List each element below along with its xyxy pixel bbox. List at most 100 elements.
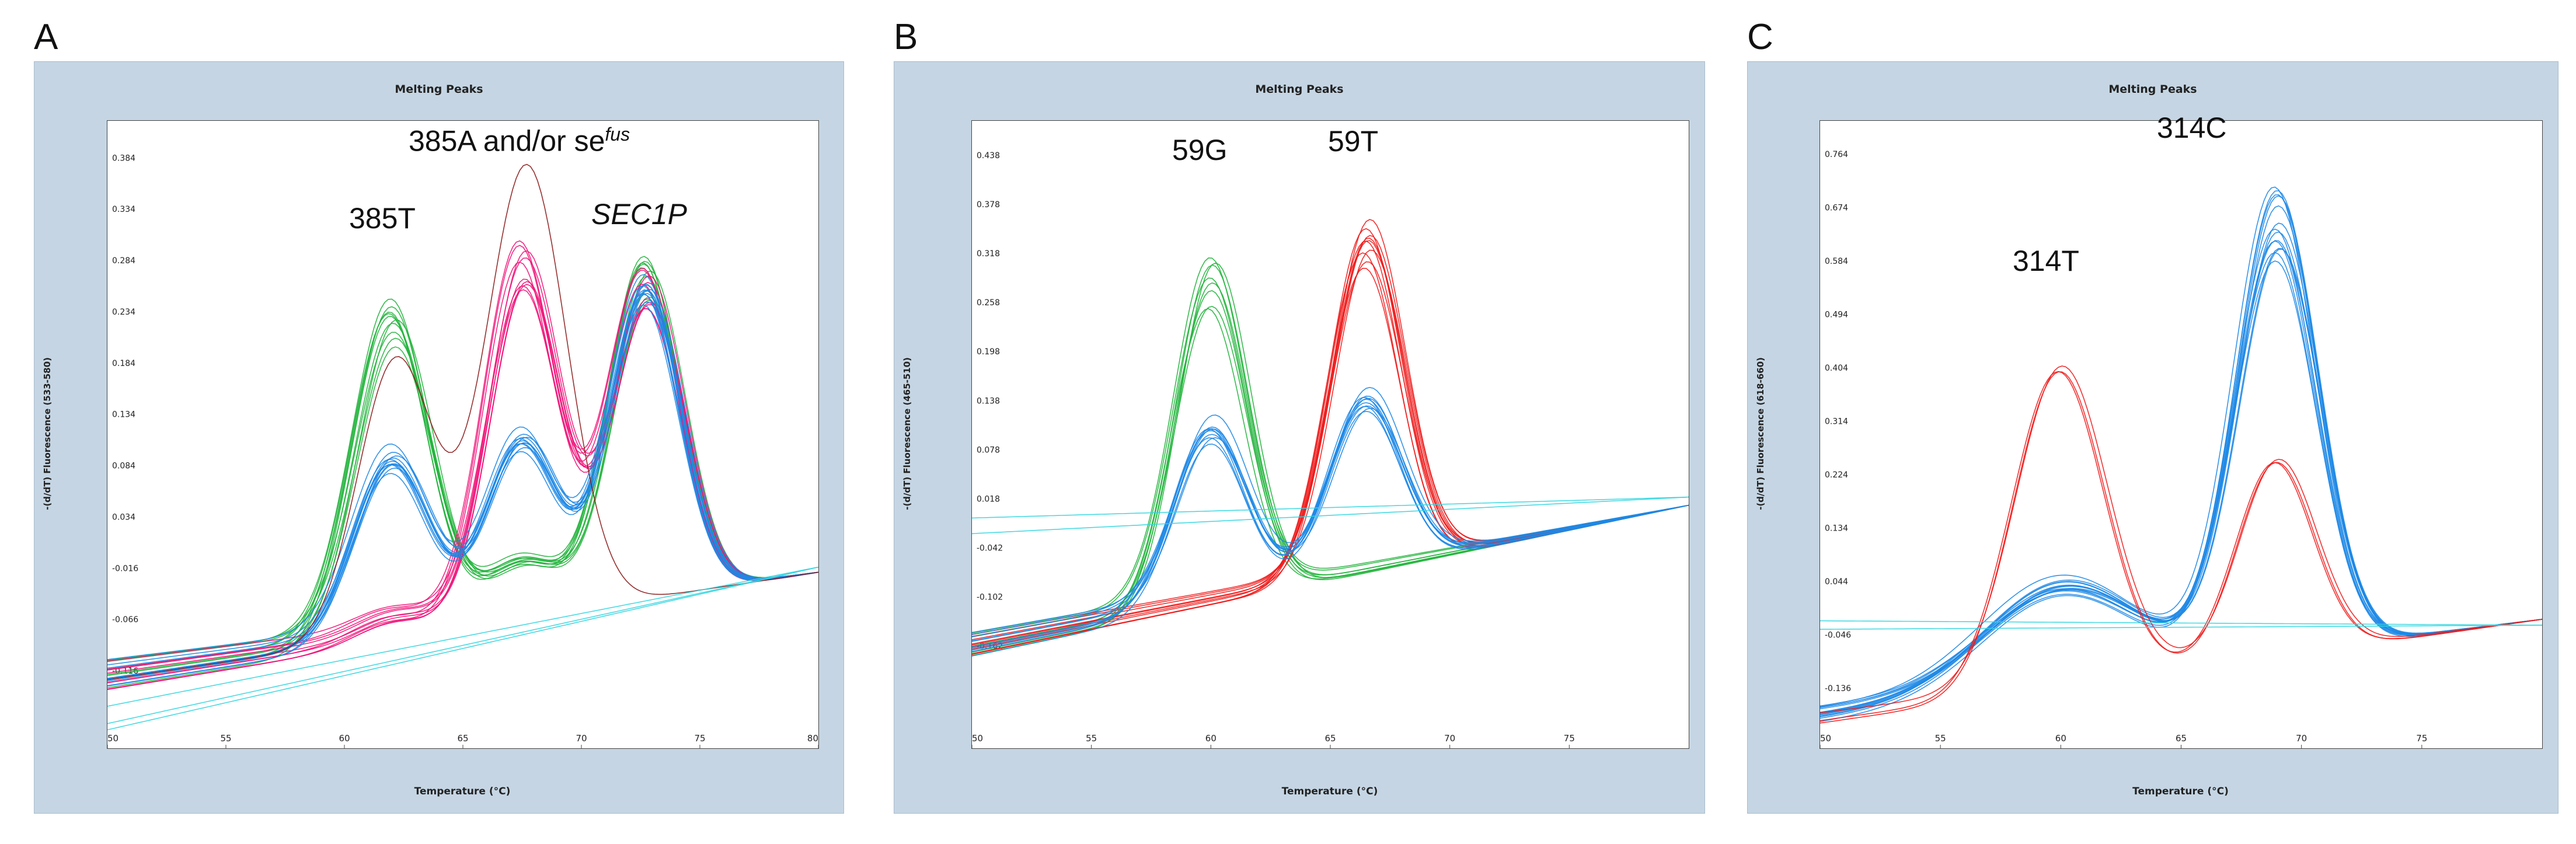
chart-panel-b: Melting Peaks -0.162 -0.102 -0.042 0.018 0.0… [894, 61, 1705, 814]
y-axis-title-a: -(d/dT) Fluorescence (533-580) [42, 357, 53, 510]
melting-curve [107, 240, 819, 670]
melting-curve [107, 245, 819, 683]
melting-curve [107, 566, 819, 707]
y-tick-label: 0.044 [1825, 577, 1848, 587]
peak-label-385a-sefus: 385A and/or sefus [409, 124, 630, 158]
chart-title-b: Melting Peaks [1255, 83, 1344, 96]
x-tick-label: 65 [1324, 733, 1336, 744]
melting-curve [107, 285, 819, 662]
melting-curve [1819, 371, 2543, 724]
melting-curve [107, 256, 819, 661]
y-tick-label: 0.184 [112, 359, 135, 368]
melting-curves-c: -0.136 -0.046 0.044 0.134 0.224 0.314 0.404 0.4… [1819, 150, 2543, 748]
melting-curve [971, 264, 1689, 647]
y-tick-label: 0.198 [977, 347, 1000, 357]
plot-area-b: -0.162 -0.102 -0.042 0.018 0.078 0.138 0.198 0.… [971, 120, 1689, 749]
melting-curve [971, 496, 1689, 519]
melting-curve [107, 281, 819, 679]
melting-curve [971, 240, 1689, 650]
melting-curve [971, 249, 1689, 648]
melting-curve [1819, 222, 2543, 714]
melting-curve [107, 268, 819, 670]
melting-curve [1819, 260, 2543, 707]
y-tick-label: 0.764 [1825, 150, 1848, 159]
melting-curve [971, 397, 1689, 653]
y-tick-label: -0.066 [112, 615, 138, 625]
panel-letter-b: B [894, 17, 918, 57]
plot-area-a: -0.116 -0.066 -0.016 0.034 0.084 0.134 0.184 0.… [107, 120, 819, 749]
melting-curve [107, 285, 819, 680]
chart-title-a: Melting Peaks [395, 83, 483, 96]
melting-curve [107, 262, 819, 681]
melting-curve [107, 566, 819, 731]
x-tick-label: 70 [1444, 733, 1455, 744]
melting-curve [107, 293, 819, 682]
x-tick-label: 65 [2176, 733, 2187, 744]
y-tick-label: 0.034 [112, 512, 135, 522]
y-tick-label: 0.018 [977, 494, 1000, 504]
melting-curve [1819, 249, 2543, 708]
melting-curve [971, 496, 1689, 535]
y-tick-label: 0.438 [977, 151, 1000, 161]
x-axis-title-a: Temperature (°C) [414, 786, 511, 797]
melting-curve [107, 250, 819, 674]
x-tick-label: 55 [220, 733, 231, 744]
melting-curve [1819, 194, 2543, 717]
peak-label-59g: 59G [1172, 134, 1228, 166]
x-tick-label: 70 [2296, 733, 2307, 744]
x-tick-label: 70 [576, 733, 587, 744]
melting-curve [107, 289, 819, 669]
chart-panel-a: Melting Peaks -0.116 -0.066 -0.016 0.034 0.0… [34, 61, 844, 814]
y-tick-label: -0.046 [1825, 630, 1851, 640]
panel-letter-a: A [34, 17, 58, 57]
x-tick-label: 75 [694, 733, 705, 744]
melting-curve [107, 297, 819, 662]
melting-curve [971, 399, 1689, 641]
melting-curve [1819, 228, 2543, 715]
x-tick-label: 50 [972, 733, 983, 744]
melting-curve [1819, 240, 2543, 713]
peak-label-fus-superscript: fus [605, 124, 630, 145]
melting-curves-a: -0.116-0.066-0.0160.0340.0840.1340.1840.… [107, 154, 819, 748]
peak-label-sec1p: SEC1P [591, 198, 687, 231]
melting-curve [107, 276, 819, 675]
x-tick-label: 65 [457, 733, 468, 744]
x-axis-title-c: Temperature (°C) [2132, 786, 2229, 797]
melting-curve [1819, 205, 2543, 719]
y-tick-label: 0.384 [112, 154, 135, 163]
peak-label-385t: 385T [349, 202, 416, 235]
melting-curve [1819, 240, 2543, 723]
melting-curve [971, 407, 1689, 642]
melting-curve [1819, 371, 2543, 721]
melting-curve [107, 290, 819, 686]
y-tick-label: 0.404 [1825, 364, 1848, 373]
melting-curve [107, 304, 819, 687]
melting-curve [107, 566, 819, 724]
melting-curve [107, 274, 819, 660]
melting-curve [971, 261, 1689, 640]
melting-curve [971, 402, 1689, 635]
melting-curve [107, 284, 819, 683]
melting-curve [1819, 186, 2543, 707]
y-tick-label: 0.378 [977, 200, 1000, 210]
melting-curve [107, 260, 819, 670]
melting-curve [971, 405, 1689, 637]
y-tick-label: 0.284 [112, 256, 135, 266]
x-tick-label: 60 [339, 733, 350, 744]
melting-curve [107, 294, 819, 680]
y-tick-label: 0.674 [1825, 203, 1848, 212]
melting-curve [971, 277, 1689, 637]
melting-curve [1819, 231, 2543, 709]
melting-curve [107, 278, 819, 690]
melting-curve [971, 238, 1689, 645]
peak-label-314c: 314C [2157, 111, 2227, 144]
melting-curve [1819, 247, 2543, 710]
melting-curve [971, 228, 1689, 646]
panel-letter-c: C [1747, 17, 1773, 57]
y-tick-label: 0.258 [977, 298, 1000, 308]
y-tick-label: 0.318 [977, 249, 1000, 259]
melting-curve [971, 410, 1689, 657]
chart-panel-c: Melting Peaks -0.136 -0.046 0.044 0.134 0.22… [1747, 61, 2558, 814]
melting-curve [107, 289, 819, 690]
x-tick-label: 55 [1086, 733, 1097, 744]
